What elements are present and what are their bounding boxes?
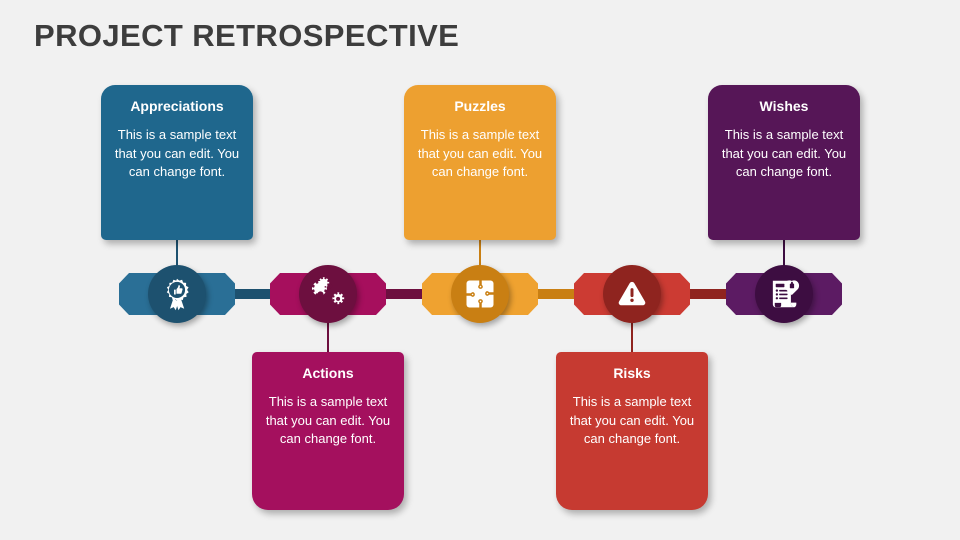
connector-bar bbox=[384, 289, 424, 299]
card-title: Appreciations bbox=[130, 98, 224, 114]
page-title: PROJECT RETROSPECTIVE bbox=[34, 18, 460, 53]
card-stem bbox=[176, 238, 178, 270]
card-title: Puzzles bbox=[454, 98, 506, 114]
step-card-puzzles[interactable]: Puzzles This is a sample text that you ca… bbox=[404, 85, 556, 240]
award-ribbon-thumbsup-icon[interactable] bbox=[148, 265, 206, 323]
puzzle-pieces-icon[interactable] bbox=[451, 265, 509, 323]
card-body-text: This is a sample text that you can edit.… bbox=[417, 127, 543, 179]
card-stem bbox=[479, 238, 481, 270]
card-stem bbox=[783, 238, 785, 270]
card-stem bbox=[631, 316, 633, 355]
card-body-text: This is a sample text that you can edit.… bbox=[265, 394, 391, 446]
step-card-wishes[interactable]: Wishes This is a sample text that you can… bbox=[708, 85, 860, 240]
connector-bar bbox=[688, 289, 728, 299]
card-body-text: This is a sample text that you can edit.… bbox=[721, 127, 847, 179]
card-body-text: This is a sample text that you can edit.… bbox=[569, 394, 695, 446]
connector-bar bbox=[536, 289, 576, 299]
card-title: Actions bbox=[302, 365, 354, 381]
warning-triangle-icon[interactable] bbox=[603, 265, 661, 323]
step-card-appreciations[interactable]: Appreciations This is a sample text that … bbox=[101, 85, 253, 240]
wishlist-heart-scroll-icon[interactable] bbox=[755, 265, 813, 323]
card-stem bbox=[327, 316, 329, 355]
card-title: Risks bbox=[613, 365, 651, 381]
card-body-text: This is a sample text that you can edit.… bbox=[114, 127, 240, 179]
gears-icon[interactable] bbox=[299, 265, 357, 323]
step-card-actions[interactable]: Actions This is a sample text that you ca… bbox=[252, 352, 404, 510]
connector-bar bbox=[233, 289, 272, 299]
card-title: Wishes bbox=[759, 98, 809, 114]
step-card-risks[interactable]: Risks This is a sample text that you can … bbox=[556, 352, 708, 510]
